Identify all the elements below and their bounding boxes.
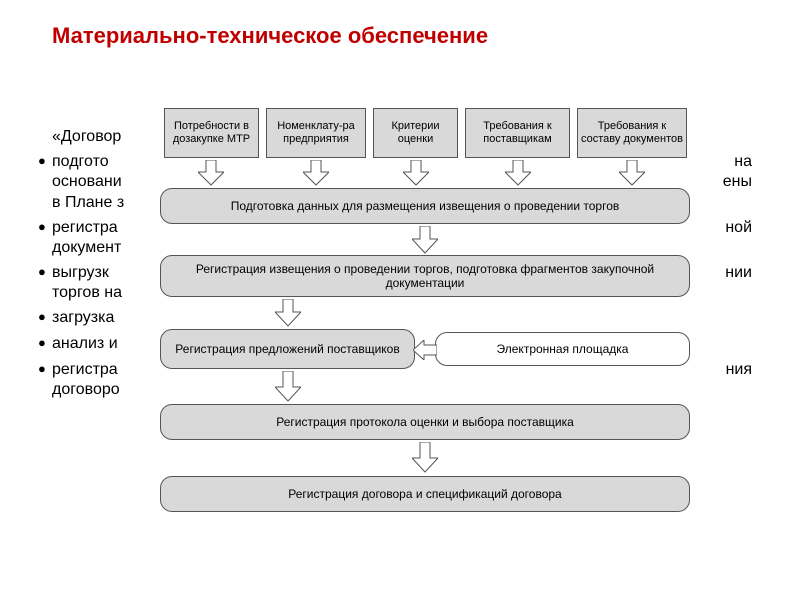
arrow-down-icon (619, 160, 645, 186)
flowchart-diagram: Потребности в дозакупке МТР Номенклату-р… (160, 108, 690, 558)
stage-2: Регистрация извещения о проведении торго… (160, 255, 690, 297)
stage-5: Регистрация договора и спецификаций дого… (160, 476, 690, 512)
input-box-2: Критерии оценки (373, 108, 458, 158)
input-box-1: Номенклату-ра предприятия (266, 108, 366, 158)
arrow-down-icon (198, 160, 224, 186)
input-box-3: Требования к поставщикам (465, 108, 570, 158)
input-box-0: Потребности в дозакупке МТР (164, 108, 259, 158)
arrow-down-icon (412, 226, 438, 254)
stage-1: Подготовка данных для размещения извещен… (160, 188, 690, 224)
arrow-down-icon (412, 442, 438, 473)
arrow-down-icon (303, 160, 329, 186)
stage-4: Регистрация протокола оценки и выбора по… (160, 404, 690, 440)
input-box-4: Требования к составу документов (577, 108, 687, 158)
stage-3-left: Регистрация предложений поставщиков (160, 329, 415, 369)
page-title: Материально-техническое обеспечение (52, 22, 488, 50)
arrow-down-icon (505, 160, 531, 186)
stage-3-right: Электронная площадка (435, 332, 690, 366)
arrow-down-icon (275, 371, 301, 402)
arrow-down-icon (403, 160, 429, 186)
arrow-down-icon (275, 299, 301, 327)
arrow-left-icon (413, 340, 437, 360)
